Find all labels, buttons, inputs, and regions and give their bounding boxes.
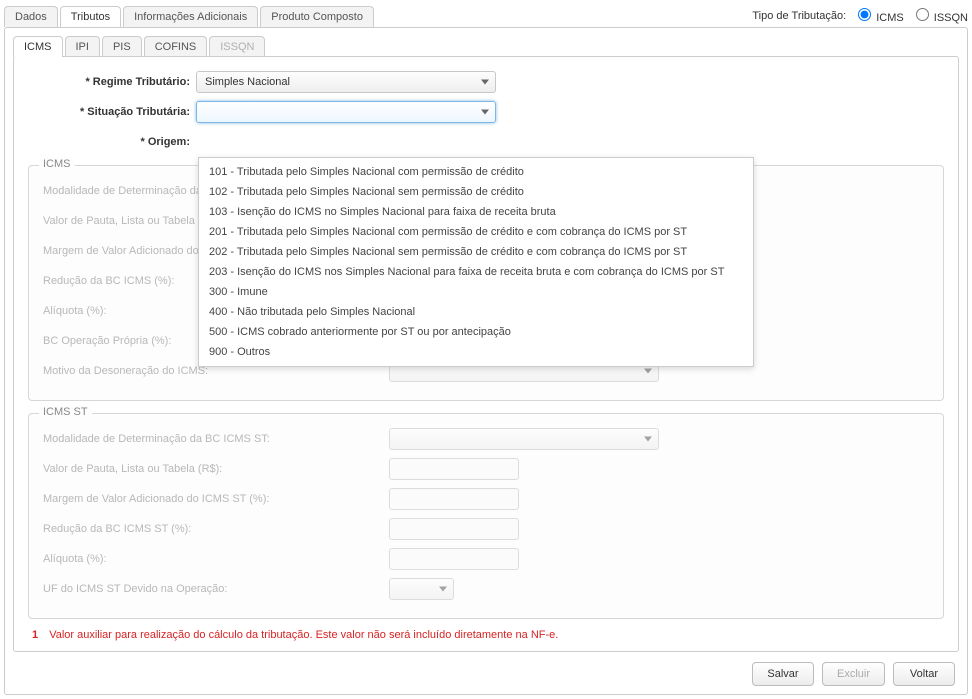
- radio-issqn-label: ISSQN: [934, 12, 968, 24]
- situacao-option-4[interactable]: 202 - Tributada pelo Simples Nacional se…: [199, 242, 753, 262]
- inner-tab-icms[interactable]: ICMS: [13, 36, 63, 57]
- situacao-option-5[interactable]: 203 - Isenção do ICMS nos Simples Nacion…: [199, 262, 753, 282]
- chevron-down-icon: [644, 437, 652, 442]
- chevron-down-icon: [644, 369, 652, 374]
- radio-icms[interactable]: [858, 8, 871, 21]
- situacao-tributaria-select[interactable]: [196, 101, 496, 123]
- icmsst-uf-select[interactable]: [389, 578, 454, 600]
- situacao-option-7[interactable]: 400 - Não tributada pelo Simples Naciona…: [199, 302, 753, 322]
- outer-tabs: Dados Tributos Informações Adicionais Pr…: [4, 6, 374, 27]
- buttons-row: Salvar Excluir Voltar: [13, 662, 959, 686]
- inner-tab-cofins[interactable]: COFINS: [144, 36, 208, 57]
- situacao-option-9[interactable]: 900 - Outros: [199, 342, 753, 362]
- situacao-tributaria-label: * Situação Tributária:: [28, 106, 196, 118]
- icms-legend: ICMS: [39, 158, 75, 170]
- icms-st-legend: ICMS ST: [39, 406, 92, 418]
- radio-icms-label: ICMS: [876, 12, 904, 24]
- regime-tributario-label: * Regime Tributário:: [28, 76, 196, 88]
- icmsst-reducaobc-label: Redução da BC ICMS ST (%):: [39, 523, 389, 535]
- inner-tabs: ICMS IPI PIS COFINS ISSQN: [13, 36, 959, 57]
- footnote: 1 Valor auxiliar para realização do cálc…: [28, 629, 944, 641]
- situacao-option-8[interactable]: 500 - ICMS cobrado anteriormente por ST …: [199, 322, 753, 342]
- chevron-down-icon: [481, 110, 489, 115]
- radio-issqn[interactable]: [916, 8, 929, 21]
- situacao-option-0[interactable]: 101 - Tributada pelo Simples Nacional co…: [199, 162, 753, 182]
- icmsst-uf-label: UF do ICMS ST Devido na Operação:: [39, 583, 389, 595]
- voltar-button[interactable]: Voltar: [893, 662, 955, 686]
- radio-issqn-wrapper[interactable]: ISSQN: [910, 8, 968, 24]
- chevron-down-icon: [361, 140, 369, 145]
- tipo-tributacao-label: Tipo de Tributação:: [752, 10, 846, 22]
- tab-tributos[interactable]: Tributos: [60, 6, 121, 27]
- regime-tributario-value: Simples Nacional: [205, 76, 290, 88]
- icmsst-modalidade-select[interactable]: [389, 428, 659, 450]
- icms-st-fieldset: ICMS ST Modalidade de Determinação da BC…: [28, 413, 944, 619]
- inner-tab-ipi[interactable]: IPI: [65, 36, 100, 57]
- chevron-down-icon: [439, 587, 447, 592]
- situacao-tributaria-dropdown[interactable]: 101 - Tributada pelo Simples Nacional co…: [198, 157, 754, 367]
- icmsst-modalidade-label: Modalidade de Determinação da BC ICMS ST…: [39, 433, 389, 445]
- regime-tributario-select[interactable]: Simples Nacional: [196, 71, 496, 93]
- footnote-text: Valor auxiliar para realização do cálcul…: [49, 629, 558, 641]
- inner-panel: * Regime Tributário: Simples Nacional * …: [13, 56, 959, 652]
- icmsst-aliquota-label: Alíquota (%):: [39, 553, 389, 565]
- situacao-option-1[interactable]: 102 - Tributada pelo Simples Nacional se…: [199, 182, 753, 202]
- outer-panel: ICMS IPI PIS COFINS ISSQN * Regime Tribu…: [4, 27, 968, 695]
- origem-label: * Origem:: [28, 136, 196, 148]
- inner-tab-pis[interactable]: PIS: [102, 36, 142, 57]
- footnote-num: 1: [32, 629, 38, 641]
- situacao-option-2[interactable]: 103 - Isenção do ICMS no Simples Naciona…: [199, 202, 753, 222]
- icmsst-margemvalor-label: Margem de Valor Adicionado do ICMS ST (%…: [39, 493, 389, 505]
- icmsst-valorpauta-input[interactable]: [389, 458, 519, 480]
- tab-produto-composto[interactable]: Produto Composto: [260, 6, 374, 27]
- icmsst-aliquota-input[interactable]: [389, 548, 519, 570]
- tab-info-adicionais[interactable]: Informações Adicionais: [123, 6, 258, 27]
- situacao-option-6[interactable]: 300 - Imune: [199, 282, 753, 302]
- icmsst-reducaobc-input[interactable]: [389, 518, 519, 540]
- icmsst-margemvalor-input[interactable]: [389, 488, 519, 510]
- radio-icms-wrapper[interactable]: ICMS: [852, 8, 904, 24]
- icmsst-valorpauta-label: Valor de Pauta, Lista ou Tabela (R$):: [39, 463, 389, 475]
- chevron-down-icon: [481, 80, 489, 85]
- situacao-option-3[interactable]: 201 - Tributada pelo Simples Nacional co…: [199, 222, 753, 242]
- inner-tab-issqn: ISSQN: [209, 36, 265, 57]
- tab-dados[interactable]: Dados: [4, 6, 58, 27]
- tipo-tributacao-group: Tipo de Tributação: ICMS ISSQN: [752, 8, 968, 24]
- excluir-button: Excluir: [822, 662, 885, 686]
- salvar-button[interactable]: Salvar: [752, 662, 814, 686]
